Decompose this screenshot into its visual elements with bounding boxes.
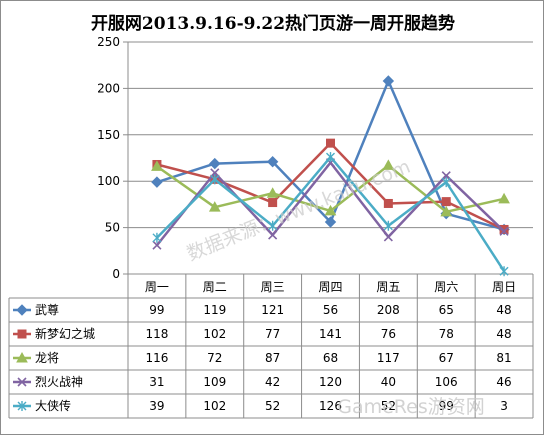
- series-1-legend-name: 武尊: [35, 302, 59, 317]
- series-5-point: [210, 174, 220, 185]
- series-5-point: [268, 220, 278, 231]
- chart-title: 开服网2013.9.16-9.22热门页游一周开服趋势: [91, 13, 455, 34]
- series-5-point: [441, 177, 451, 188]
- x-tick-label: 周二: [203, 280, 227, 294]
- series-3-data-label: 67: [439, 351, 454, 365]
- x-tick-label: 周一: [145, 280, 169, 294]
- series-1-point: [151, 176, 163, 188]
- series-2-data-label: 118: [145, 327, 168, 341]
- series-5-data-label: 102: [203, 399, 226, 413]
- y-tick-label: 100: [97, 174, 120, 188]
- marker-stroke: [383, 232, 393, 242]
- series-4-data-label: 31: [149, 375, 164, 389]
- series-2-legend-marker: [17, 329, 27, 339]
- series-4-point: [441, 171, 451, 181]
- series-4-point: [499, 226, 509, 236]
- series-3-data-label: 116: [145, 351, 168, 365]
- series-5-point: [326, 152, 335, 163]
- series-2-point: [326, 138, 335, 148]
- series-2-data-label: 78: [439, 327, 454, 341]
- series-2-data-label: 77: [265, 327, 280, 341]
- series-1-data-label: 208: [377, 303, 400, 317]
- series-5-legend-marker: [17, 401, 27, 411]
- series-1-legend-marker: [16, 304, 28, 316]
- series-1-point: [266, 156, 279, 168]
- series-5-legend-name: 大侠传: [35, 398, 71, 413]
- series-3-data-label: 117: [377, 351, 400, 365]
- series-4-data-label: 109: [203, 375, 226, 389]
- series-1-point: [382, 75, 395, 87]
- series-3-point: [208, 201, 221, 212]
- y-tick-label: 200: [97, 81, 120, 95]
- y-tick-label: 50: [105, 221, 120, 235]
- series-2-data-label: 76: [381, 327, 396, 341]
- series-5-point: [152, 232, 162, 243]
- series-4-data-label: 40: [381, 375, 396, 389]
- series-2-point: [441, 197, 451, 207]
- series-1-data-label: 65: [439, 303, 454, 317]
- series-3-data-label: 72: [207, 351, 222, 365]
- series-3-data-label: 87: [265, 351, 280, 365]
- series-1-point: [324, 216, 337, 228]
- series-4-point: [210, 168, 220, 178]
- series-4-legend-name: 烈火战神: [35, 375, 83, 389]
- series-4-data-label: 106: [435, 375, 458, 389]
- series-2-point: [268, 198, 278, 208]
- x-tick-label: 周四: [318, 280, 342, 294]
- x-tick-label: 周五: [376, 280, 400, 294]
- series-4-point: [383, 232, 393, 242]
- x-tick-label: 周六: [434, 280, 458, 294]
- series-2-point: [383, 198, 393, 208]
- series-1-data-label: 48: [496, 303, 511, 317]
- series-3-legend-marker: [16, 351, 28, 363]
- series-3-point: [324, 204, 337, 216]
- series-4-point: [152, 240, 162, 250]
- series-1-data-label: 56: [323, 303, 338, 317]
- series-5-data-label: 126: [319, 399, 342, 413]
- series-4-data-label: 42: [265, 375, 280, 389]
- x-tick-label: 周日: [492, 280, 516, 294]
- y-tick-label: 150: [97, 128, 120, 142]
- series-5-data-label: 39: [149, 399, 164, 413]
- series-2-data-label: 48: [496, 327, 511, 341]
- series-5-point: [383, 220, 393, 231]
- marker-stroke: [210, 168, 220, 178]
- series-3-legend-name: 龙将: [35, 351, 59, 365]
- series-5-data-label: 3: [500, 399, 508, 413]
- watermark-gameres: GameRes游资网: [337, 396, 485, 418]
- series-1-data-label: 99: [149, 303, 164, 317]
- series-4-data-label: 46: [496, 375, 511, 389]
- series-5-point: [499, 266, 509, 277]
- series-4-point: [268, 230, 278, 240]
- marker-stroke: [441, 171, 451, 181]
- series-3-point: [151, 160, 163, 171]
- series-3-data-label: 68: [323, 351, 338, 365]
- series-3-point: [440, 205, 453, 217]
- series-5-data-label: 52: [381, 399, 396, 413]
- series-1-point: [209, 157, 221, 170]
- x-tick-label: 周三: [261, 280, 285, 294]
- series-2-point: [499, 224, 509, 234]
- series-3-data-label: 81: [496, 351, 511, 365]
- y-tick-label: 250: [97, 35, 120, 49]
- series-2-data-label: 102: [203, 327, 226, 341]
- series-1-data-label: 119: [203, 303, 226, 317]
- marker-stroke: [17, 377, 27, 387]
- series-2-data-label: 141: [319, 327, 342, 341]
- marker-stroke: [499, 226, 509, 236]
- series-1-data-label: 121: [261, 303, 284, 317]
- series-3-point: [266, 187, 279, 198]
- series-5-data-label: 99: [439, 399, 454, 413]
- series-5-data-label: 52: [265, 399, 280, 413]
- series-4-legend-marker: [17, 377, 27, 387]
- y-tick-label: 0: [112, 267, 120, 281]
- marker-stroke: [268, 230, 278, 240]
- series-2-legend-name: 新梦幻之城: [35, 326, 95, 341]
- series-4-data-label: 120: [319, 375, 342, 389]
- marker-stroke: [152, 240, 162, 250]
- series-3-point: [498, 192, 510, 204]
- series-3-point: [382, 159, 395, 170]
